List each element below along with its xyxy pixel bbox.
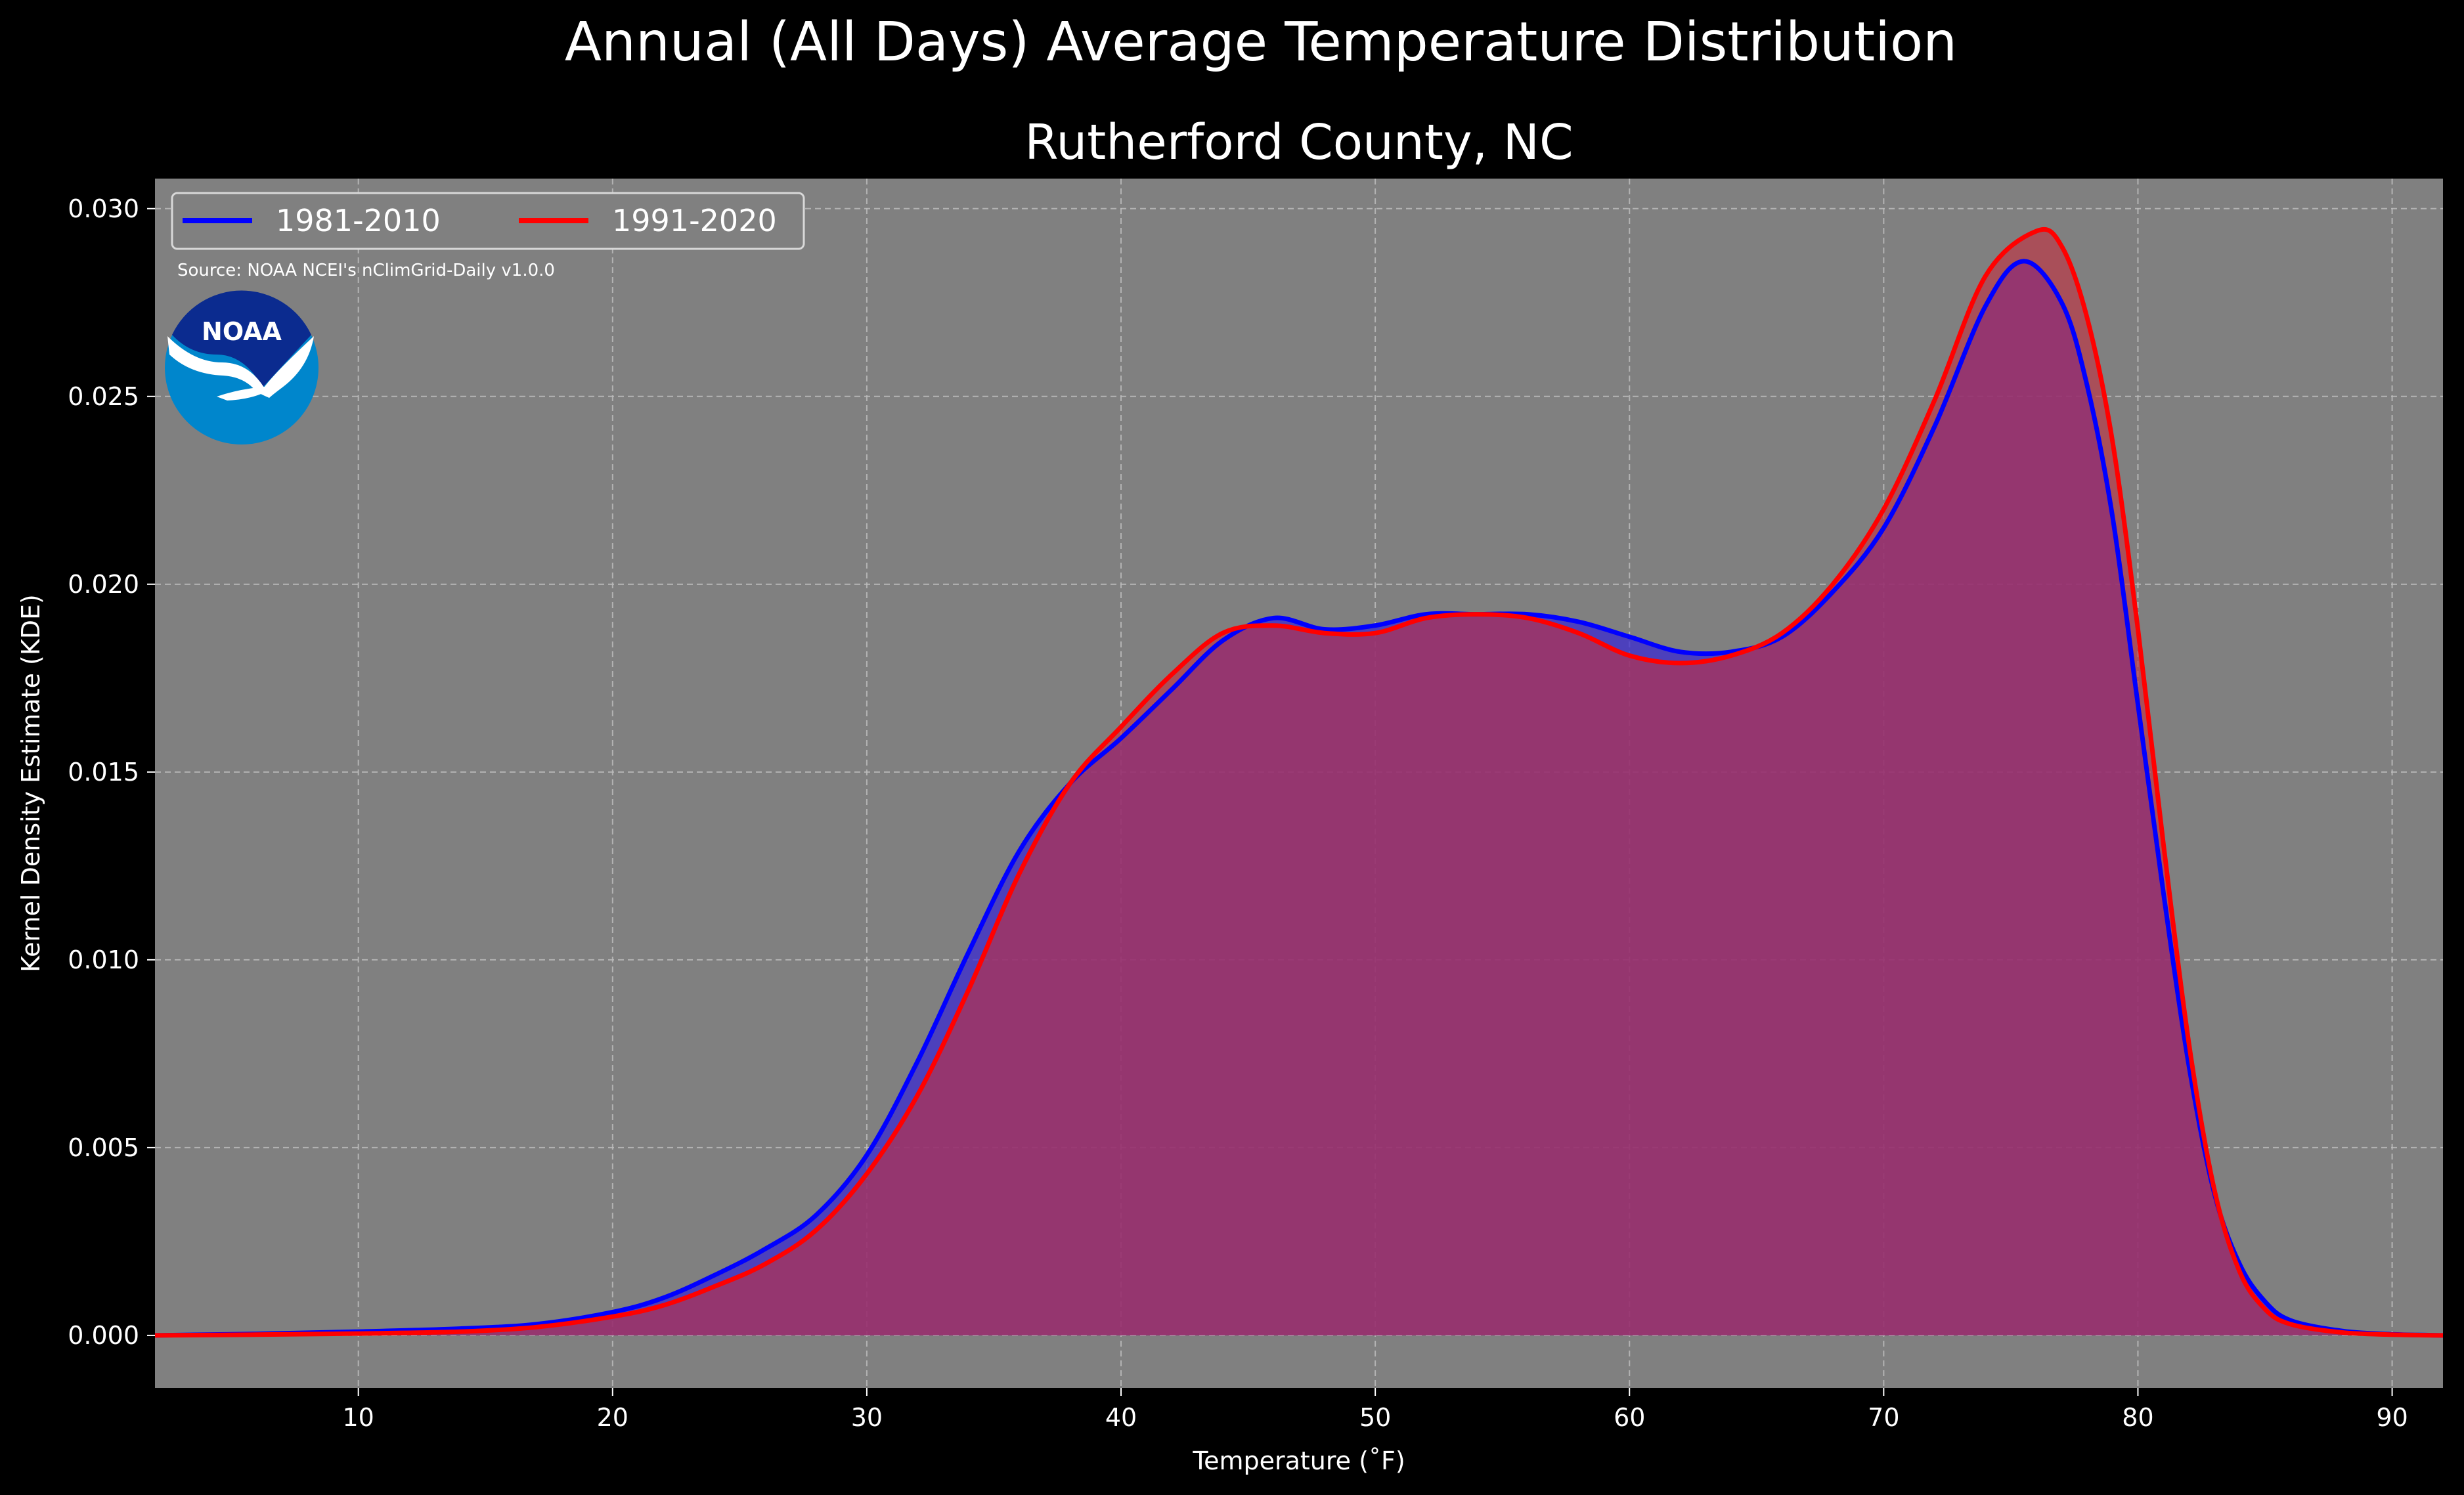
- y-tick-label: 0.005: [68, 1133, 139, 1162]
- density-line-1981-2010: [154, 259, 2444, 1338]
- figure-suptitle: Annual (All Days) Average Temperature Di…: [565, 11, 1957, 74]
- chart-title: Rutherford County, NC: [1024, 114, 1573, 171]
- noaa-logo-top-dome: [172, 290, 311, 387]
- legend-label-1991-2020: 1991-2020: [612, 203, 777, 238]
- noaa-logo-gull-icon: [167, 336, 314, 398]
- y-tick-label: 0.010: [68, 945, 139, 974]
- x-tick-label: 30: [851, 1403, 883, 1432]
- x-axis-label: Temperature (˚F): [1192, 1446, 1405, 1475]
- density-fills: [155, 229, 2443, 1335]
- x-tick-label: 40: [1105, 1403, 1137, 1432]
- source-note: Source: NOAA NCEI's nClimGrid-Daily v1.0…: [177, 261, 555, 280]
- y-tick-label: 0.030: [68, 194, 139, 223]
- x-tick-label: 90: [2376, 1403, 2408, 1432]
- noaa-logo-gull-tail: [217, 386, 276, 401]
- noaa-logo-text: NOAA: [202, 317, 282, 346]
- x-tick-label: 60: [1614, 1403, 1645, 1432]
- x-tick-label: 20: [597, 1403, 628, 1432]
- density-fill-1991-2020: [155, 229, 2443, 1335]
- y-tick-label: 0.025: [68, 382, 139, 411]
- x-tick-label: 50: [1359, 1403, 1391, 1432]
- noaa-logo: NOAA: [165, 290, 319, 444]
- x-tick-label: 70: [1868, 1403, 1899, 1432]
- axis-ticks: 10 20 30 40 50 60 70 80 90 0.000 0.005 0.010 0.015 0.…: [68, 194, 2408, 1432]
- legend-label-1981-2010: 1981-2010: [276, 203, 441, 238]
- y-tick-label: 0.015: [68, 758, 139, 787]
- x-tick-label: 80: [2122, 1403, 2153, 1432]
- legend-frame: [171, 192, 805, 250]
- y-axis-label: Kernel Density Estimate (KDE): [16, 594, 45, 972]
- x-tick-label: 10: [343, 1403, 374, 1432]
- legend[interactable]: 1981-2010 1991-2020: [171, 192, 805, 250]
- density-lines: [154, 227, 2444, 1338]
- density-line-1991-2020: [154, 227, 2444, 1338]
- y-tick-label: 0.000: [68, 1321, 139, 1350]
- y-tick-label: 0.020: [68, 570, 139, 599]
